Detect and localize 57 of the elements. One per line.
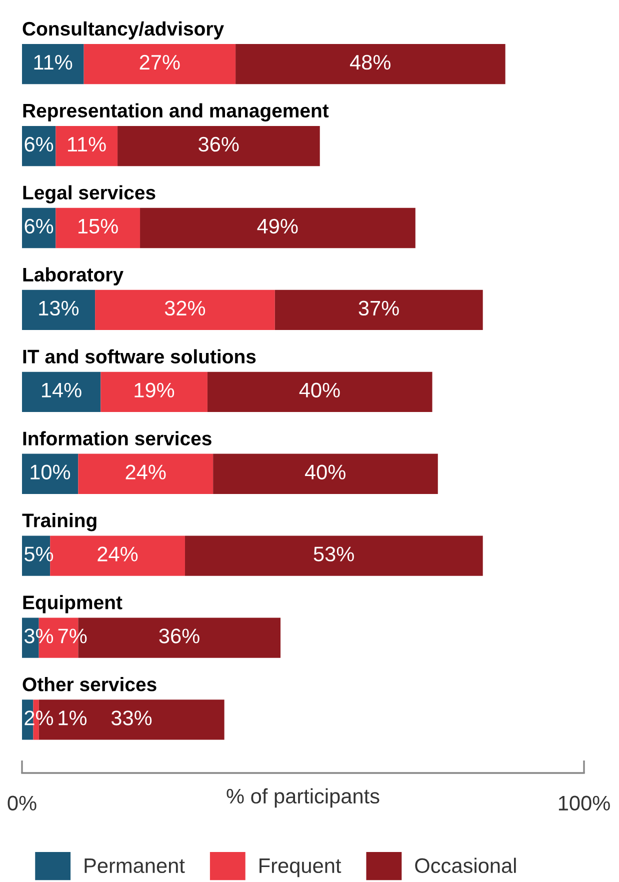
- x-tick-label: 100%: [558, 796, 610, 811]
- bar: [118, 126, 320, 166]
- bar: [213, 454, 438, 494]
- data-label: 48%: [350, 54, 390, 70]
- data-label: 7%: [58, 628, 87, 644]
- data-label: 6%: [24, 136, 54, 152]
- bar: [84, 44, 236, 84]
- data-label: 36%: [159, 628, 200, 644]
- data-label: 36%: [198, 136, 239, 152]
- y-tick-label: Representation and management: [23, 103, 329, 122]
- data-label: 40%: [299, 382, 340, 398]
- x-axis-title: % of participants: [226, 788, 380, 808]
- data-label: 53%: [314, 546, 354, 562]
- bar: [56, 208, 140, 248]
- data-label: 19%: [134, 382, 174, 398]
- data-label: 1%: [58, 710, 87, 726]
- data-label: 3%: [24, 628, 54, 644]
- data-label: 33%: [111, 710, 152, 726]
- y-tick-label: Laboratory: [23, 267, 124, 286]
- y-tick-label: Information services: [23, 431, 212, 446]
- legend-label: Occasional: [415, 858, 516, 874]
- data-label: 10%: [30, 464, 70, 480]
- data-label: 15%: [78, 218, 118, 234]
- data-label: 37%: [358, 300, 399, 316]
- data-label: 49%: [257, 218, 298, 234]
- bar: [78, 454, 214, 494]
- x-tick-label: 0%: [8, 796, 36, 811]
- data-label: 13%: [39, 300, 79, 316]
- bar: [95, 290, 275, 330]
- y-tick-label: IT and software solutions: [23, 349, 256, 364]
- y-tick-label: Consultancy/advisory: [22, 21, 224, 40]
- bar: [22, 372, 101, 412]
- data-label: 27%: [140, 54, 180, 70]
- data-label: 24%: [98, 546, 138, 562]
- y-tick-label: Training: [22, 513, 96, 532]
- bar: [22, 454, 78, 494]
- y-tick-label: Other services: [22, 677, 156, 692]
- y-tick-label: Legal services: [23, 185, 156, 204]
- data-label: 40%: [304, 464, 346, 480]
- data-label: 11%: [34, 55, 72, 70]
- bar: [274, 290, 483, 330]
- data-label: 6%: [24, 218, 54, 234]
- bar: [56, 126, 118, 166]
- bar: [140, 208, 416, 248]
- data-label: 14%: [42, 382, 82, 398]
- y-tick-label: Equipment: [23, 595, 122, 614]
- bar: [236, 44, 506, 84]
- bar: [100, 372, 208, 412]
- bar: [22, 290, 96, 330]
- bar: [184, 536, 483, 576]
- bar: [22, 44, 84, 84]
- data-label: 24%: [126, 464, 166, 480]
- legend-label: Permanent: [84, 858, 185, 874]
- legend-label: Frequent: [260, 858, 342, 878]
- data-label: 11%: [68, 136, 106, 152]
- bar: [207, 372, 432, 412]
- data-label: 32%: [164, 300, 206, 316]
